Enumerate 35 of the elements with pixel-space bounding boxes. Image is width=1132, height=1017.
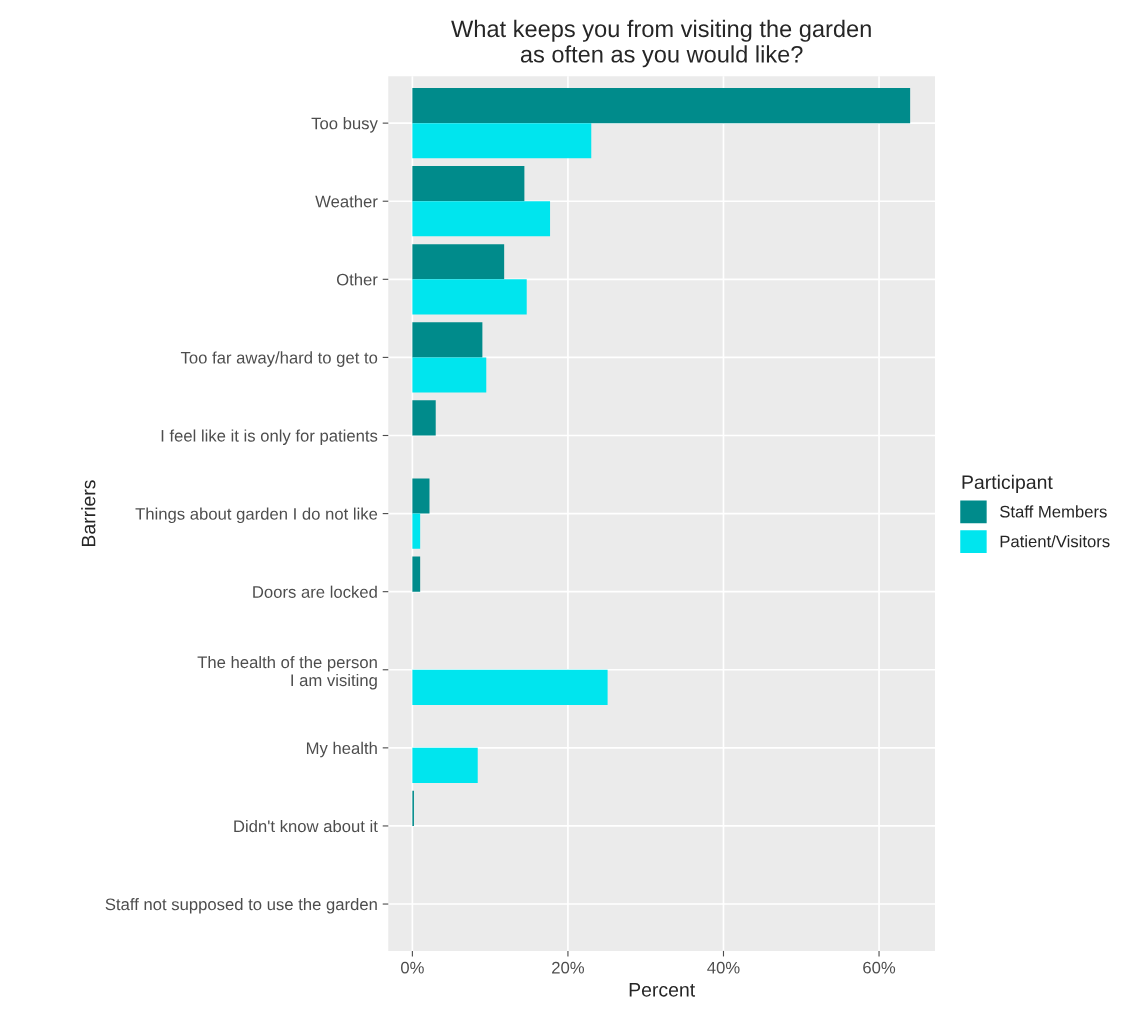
bar [412,87,911,124]
y-tick-label: Doors are locked [253,585,377,598]
bar [412,244,505,280]
bar [412,513,421,549]
y-tick-label: Things about garden I do not like [135,507,378,524]
bar [412,322,483,358]
y-tick-label: My health [306,741,377,758]
x-axis-title: Percent [629,983,696,997]
bar [412,166,525,202]
y-tick-label: The health of the person I am visiting [197,655,377,690]
x-tick-label: 40% [707,961,740,974]
legend-title: Participant [962,474,1053,493]
y-tick-label: Other [336,273,378,286]
legend-label: Patient/Visitors [1000,535,1110,548]
legend-label: Staff Members [1000,505,1107,518]
bar [412,556,421,592]
bar [412,400,436,436]
x-tick-label: 60% [863,961,896,974]
bar [412,357,487,393]
x-tick-label: 20% [552,961,585,974]
bar [412,201,551,237]
bar [412,669,608,705]
bar [412,123,592,159]
y-tick-label: Weather [315,195,378,208]
y-tick-label: Too far away/hard to get to [180,351,378,367]
x-tick-label: 0% [400,961,424,974]
y-tick-label: Didn't know about it [234,819,378,833]
y-tick-label: Too busy [311,117,378,133]
bar [412,279,527,315]
bar [412,747,478,783]
y-tick-label: I feel like it is only for patients [161,429,378,445]
y-tick-label: Staff not supposed to use the garden [105,898,377,914]
chart-title: What keeps you from visiting the garden as often as you would like? [451,19,871,68]
y-axis-title: Barriers [81,480,96,547]
bar [412,478,430,514]
